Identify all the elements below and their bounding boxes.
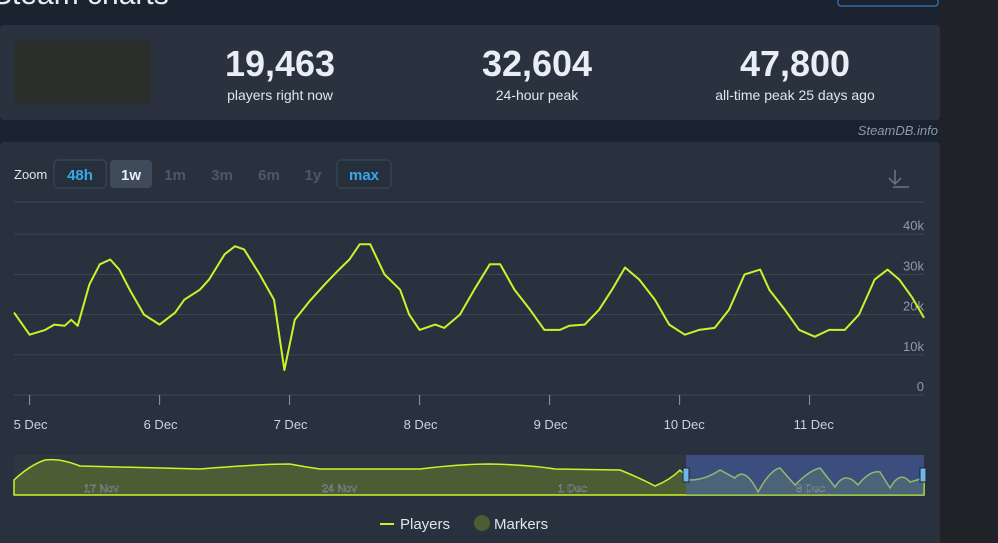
page-title: Steam charts — [0, 0, 169, 11]
navigator-label: 24 Nov — [322, 483, 357, 495]
x-tick-label: 5 Dec — [14, 417, 48, 432]
credit: SteamDB.info — [858, 123, 938, 138]
x-tick-label: 10 Dec — [664, 417, 706, 432]
zoom-button[interactable] — [53, 159, 107, 189]
stat-label: 24-hour peak — [496, 87, 580, 103]
download-icon[interactable] — [888, 170, 909, 188]
navigator-label: 17 Nov — [84, 483, 119, 495]
x-tick-label: 8 Dec — [404, 417, 438, 432]
game-image-shade — [14, 40, 151, 104]
x-tick-label: 7 Dec — [274, 417, 308, 432]
zoom-button-label[interactable]: 6m — [258, 167, 280, 184]
zoom-button-label[interactable]: 1w — [121, 167, 141, 184]
navigator-area — [13, 458, 925, 496]
legend-swatch — [474, 515, 490, 531]
zoom-button-label[interactable]: max — [349, 167, 380, 184]
legend-label[interactable]: Markers — [494, 516, 548, 533]
zoom-button-label[interactable]: 1y — [305, 167, 322, 184]
stat-value: 47,800 — [740, 43, 850, 84]
y-tick-label: 30k — [903, 258, 924, 273]
x-tick-label: 6 Dec — [144, 417, 178, 432]
zoom-button-label[interactable]: 48h — [67, 167, 93, 184]
stat-label: players right now — [227, 87, 334, 103]
stat-label: all-time peak 25 days ago — [715, 87, 875, 103]
navigator-selection[interactable] — [686, 455, 924, 495]
zoom-button-label[interactable]: 1m — [164, 167, 186, 184]
navigator-label: 8 Dec — [796, 483, 825, 495]
top-button[interactable] — [837, 0, 939, 7]
y-tick-label: 0 — [917, 379, 924, 394]
x-tick-label: 9 Dec — [534, 417, 568, 432]
series-line — [13, 243, 925, 372]
y-tick-label: 40k — [903, 218, 924, 233]
zoom-button-label[interactable]: 3m — [211, 167, 233, 184]
zoom-button[interactable] — [336, 159, 392, 189]
zoom-label: Zoom — [14, 167, 47, 182]
navigator-handle[interactable] — [682, 467, 690, 483]
chart-panel — [0, 142, 940, 543]
stats-panel — [0, 25, 940, 120]
navigator-label: 1 Dec — [558, 483, 587, 495]
x-tick-label: 11 Dec — [794, 417, 835, 432]
legend-label[interactable]: Players — [400, 516, 450, 533]
y-tick-label: 10k — [903, 339, 924, 354]
stat-value: 19,463 — [225, 43, 335, 84]
navigator-handle[interactable] — [919, 467, 927, 483]
stat-value: 32,604 — [482, 43, 592, 84]
zoom-button[interactable] — [110, 160, 152, 188]
